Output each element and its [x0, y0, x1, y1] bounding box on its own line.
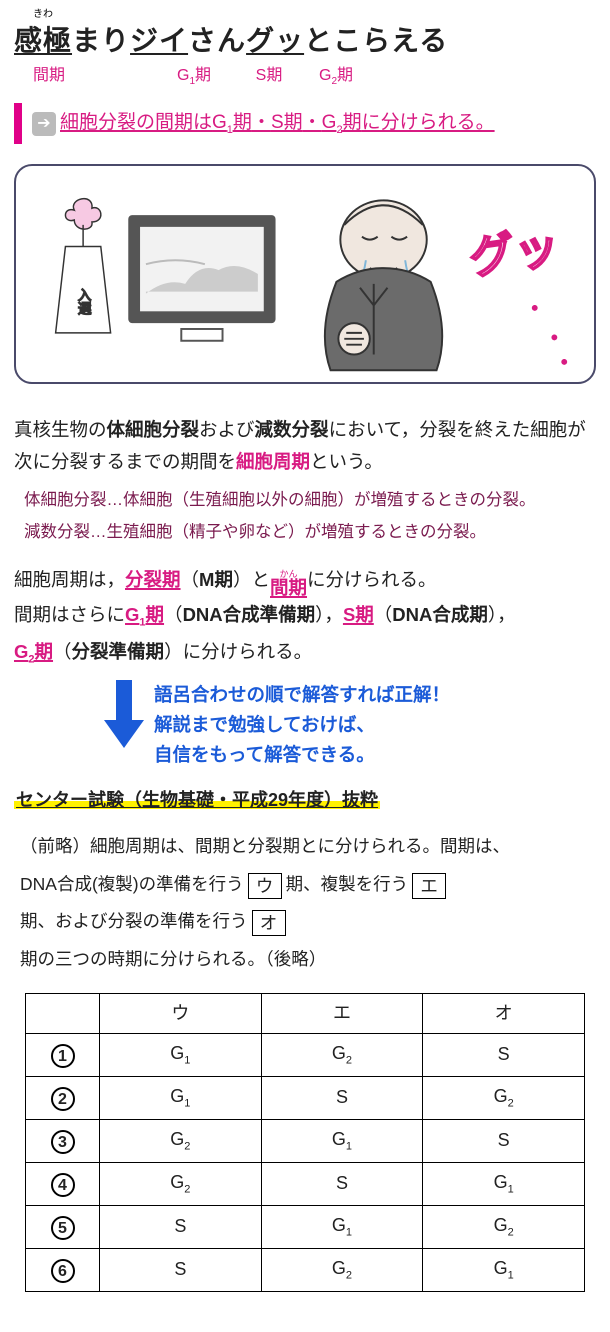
seg1-key: 感極: [14, 20, 72, 62]
cell-e: G1: [261, 1205, 423, 1248]
row-number: 6: [26, 1248, 100, 1291]
cell-u: S: [100, 1205, 262, 1248]
answer-labels: 間期 G1期 S期 G2期: [14, 64, 596, 89]
row-number: 4: [26, 1162, 100, 1205]
table-row: 6SG2G1: [26, 1248, 585, 1291]
th-u: ウ: [100, 993, 262, 1033]
cell-o: G2: [423, 1076, 585, 1119]
cell-o: S: [423, 1033, 585, 1076]
table-row: 1G1G2S: [26, 1033, 585, 1076]
label-g2: G2期: [308, 64, 364, 89]
seg3-key: グッ: [246, 20, 304, 62]
hint-row: 語呂合わせの順で解答すれば正解！ 解説まで勉強しておけば、 自信をもって解答でき…: [104, 680, 596, 769]
th-e: エ: [261, 993, 423, 1033]
label-s: S期: [244, 64, 294, 89]
exam-question: （前略）細胞周期は、間期と分裂期とに分けられる。間期は、 DNA合成(複製)の準…: [20, 828, 590, 979]
seg1-rest: まり: [72, 20, 130, 62]
cell-u: G2: [100, 1162, 262, 1205]
table-row: 4G2SG1: [26, 1162, 585, 1205]
def-line-1: 体細胞分裂…体細胞（生殖細胞以外の細胞）が増殖するときの分裂。: [24, 485, 596, 516]
th-o: オ: [423, 993, 585, 1033]
cell-u: G1: [100, 1033, 262, 1076]
summary-text: 細胞分裂の間期はG1期・S期・G2期に分けられる。: [60, 109, 495, 138]
cell-o: S: [423, 1119, 585, 1162]
answer-table: ウ エ オ 1G1G2S2G1SG23G2G1S4G2SG15SG1G26SG2…: [25, 993, 585, 1292]
paragraph-1: 真核生物の体細胞分裂および減数分裂において，分裂を終えた細胞が次に分裂するまでの…: [14, 414, 596, 477]
svg-text:入選: 入選: [76, 288, 92, 317]
table-row: 3G2G1S: [26, 1119, 585, 1162]
label-kan: 間期: [14, 64, 84, 89]
seg2-key: ジイ: [130, 20, 188, 62]
seg2-rest: さん: [188, 20, 246, 62]
cell-e: G1: [261, 1119, 423, 1162]
th-blank: [26, 993, 100, 1033]
blank-e: エ: [412, 873, 446, 899]
seg3-rest: とこらえる: [304, 20, 448, 62]
row-number: 3: [26, 1119, 100, 1162]
paragraph-2: 細胞周期は，分裂期（M期）とかん間期に分けられる。 間期はさらにG1期（DNA合…: [14, 562, 596, 670]
cell-u: S: [100, 1248, 262, 1291]
cell-e: S: [261, 1162, 423, 1205]
cell-o: G1: [423, 1248, 585, 1291]
ruby: きわ: [33, 10, 53, 20]
arrow-icon: ➔: [32, 112, 56, 136]
down-arrow-icon: [104, 680, 144, 750]
illustration: 入選 グッ ・ ・ ・: [14, 164, 596, 384]
cell-o: G2: [423, 1205, 585, 1248]
cell-e: G2: [261, 1248, 423, 1291]
table-row: 5SG1G2: [26, 1205, 585, 1248]
svg-text:・: ・: [521, 294, 549, 325]
mnemonic-title: きわ 感極 まり ジイ さん グッ とこらえる 間期 G1期 S期 G2期: [14, 10, 596, 89]
cell-u: G2: [100, 1119, 262, 1162]
hint-text: 語呂合わせの順で解答すれば正解！ 解説まで勉強しておけば、 自信をもって解答でき…: [154, 680, 450, 769]
cell-u: G1: [100, 1076, 262, 1119]
svg-text:グッ: グッ: [466, 221, 563, 284]
row-number: 5: [26, 1205, 100, 1248]
row-number: 2: [26, 1076, 100, 1119]
table-header-row: ウ エ オ: [26, 993, 585, 1033]
row-number: 1: [26, 1033, 100, 1076]
definitions: 体細胞分裂…体細胞（生殖細胞以外の細胞）が増殖するときの分裂。 減数分裂…生殖細…: [24, 485, 596, 548]
summary-bar: ➔ 細胞分裂の間期はG1期・S期・G2期に分けられる。: [14, 103, 596, 144]
svg-text:・: ・: [550, 348, 578, 379]
blank-u: ウ: [248, 873, 282, 899]
label-g1: G1期: [166, 64, 222, 89]
cell-o: G1: [423, 1162, 585, 1205]
cell-e: G2: [261, 1033, 423, 1076]
exam-heading: センター試験（生物基礎・平成29年度）抜粋: [14, 787, 596, 814]
blank-o: オ: [252, 910, 286, 936]
cell-e: S: [261, 1076, 423, 1119]
table-row: 2G1SG2: [26, 1076, 585, 1119]
def-line-2: 減数分裂…生殖細胞（精子や卵など）が増殖するときの分裂。: [24, 517, 596, 548]
